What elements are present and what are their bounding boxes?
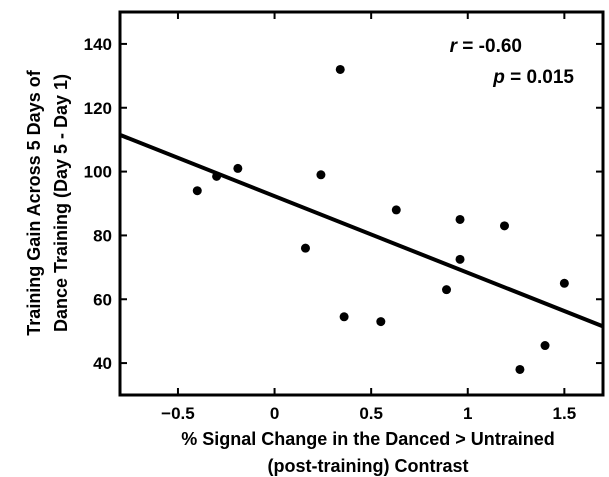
x-tick-label: −0.5 bbox=[161, 404, 195, 423]
x-tick-label: 0 bbox=[270, 404, 279, 423]
data-point bbox=[455, 254, 465, 264]
r-value: = -0.60 bbox=[457, 36, 522, 57]
p-symbol: p bbox=[492, 67, 505, 88]
y-tick-label: 60 bbox=[93, 290, 112, 309]
data-point bbox=[339, 312, 349, 322]
regression-line bbox=[119, 133, 604, 329]
x-axis-title-line-2: (post-training) Contrast bbox=[268, 456, 469, 476]
data-point bbox=[455, 214, 465, 224]
y-tick-label: 120 bbox=[84, 99, 112, 118]
x-tick-label: 0.5 bbox=[359, 404, 383, 423]
data-point bbox=[233, 163, 243, 173]
y-axis-title-line-1: Training Gain Across 5 Days of bbox=[24, 69, 44, 335]
x-tick-label: 1 bbox=[463, 404, 472, 423]
data-point bbox=[559, 278, 569, 288]
y-axis-title-2: Dance Training (Day 5 - Day 1) bbox=[51, 74, 71, 332]
y-tick-label: 140 bbox=[84, 35, 112, 54]
r-symbol: r bbox=[450, 36, 459, 57]
x-axis-title-line-1: % Signal Change in the Danced > Untraine… bbox=[181, 429, 555, 449]
data-point bbox=[300, 243, 310, 253]
correlation-annotation: r = -0.60 bbox=[450, 36, 522, 57]
y-tick-label: 40 bbox=[93, 354, 112, 373]
data-point bbox=[499, 221, 509, 231]
plot-frame bbox=[118, 10, 605, 397]
data-point bbox=[335, 64, 345, 74]
y-axis-title: Training Gain Across 5 Days of bbox=[24, 69, 44, 335]
data-point bbox=[192, 186, 202, 196]
x-tick-label: 1.5 bbox=[553, 404, 577, 423]
data-point bbox=[540, 341, 550, 351]
chart-marks: −0.5 0 0.5 1 1.5 40 60 80 100 120 140 bbox=[84, 10, 605, 423]
data-point bbox=[515, 364, 525, 374]
data-point bbox=[212, 171, 222, 181]
data-point bbox=[391, 205, 401, 215]
y-axis-title-line-2: Dance Training (Day 5 - Day 1) bbox=[51, 74, 71, 332]
data-point bbox=[316, 170, 326, 180]
y-tick-label: 100 bbox=[84, 163, 112, 182]
p-value-annotation: p = 0.015 bbox=[492, 67, 574, 88]
p-value: = 0.015 bbox=[505, 67, 575, 88]
y-tick-label: 80 bbox=[93, 226, 112, 245]
data-point bbox=[442, 285, 452, 295]
data-point bbox=[376, 317, 386, 327]
